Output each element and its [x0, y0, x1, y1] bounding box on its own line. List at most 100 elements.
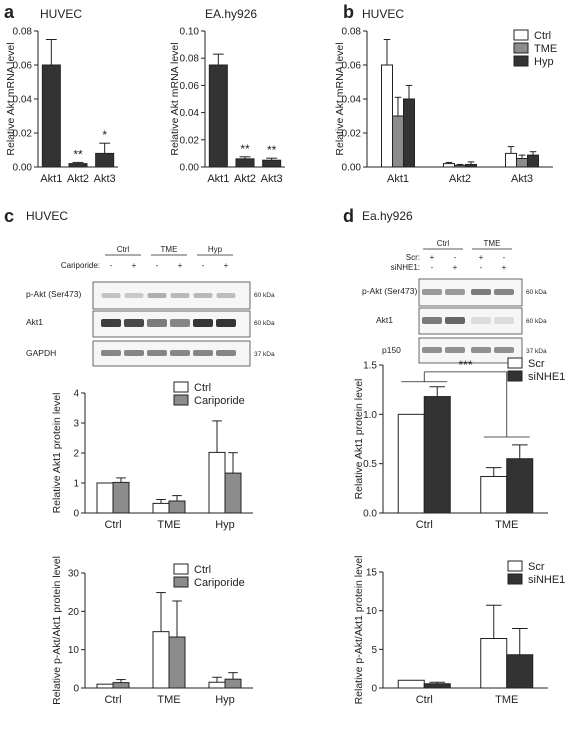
blot-d-group-label: TME	[484, 239, 501, 248]
bar	[480, 475, 508, 514]
blot-c-sign: -	[110, 261, 113, 270]
blot-c-sign: -	[202, 261, 205, 270]
blot-c-kda: 60 kDa	[254, 292, 275, 299]
y-tick-label: 1.5	[363, 361, 377, 372]
bar	[224, 678, 242, 689]
bar	[68, 163, 88, 168]
blot-c-band	[170, 319, 190, 327]
y-tick-label: 0.00	[342, 163, 362, 174]
legend-swatch	[173, 576, 189, 588]
bar	[168, 500, 186, 514]
blot-c-band	[193, 293, 213, 298]
y-tick-label: 2	[73, 449, 79, 460]
bar	[152, 631, 170, 689]
blot-c-strip-pakt	[92, 281, 251, 310]
panel-label-a: a	[4, 2, 15, 22]
bar	[381, 64, 393, 168]
legend-label: Scr	[528, 358, 545, 370]
legend-label: Hyp	[534, 56, 554, 68]
y-tick-label: 0.02	[342, 129, 362, 140]
bar	[235, 158, 255, 168]
bar	[95, 152, 115, 168]
bar	[480, 638, 508, 689]
bar	[112, 682, 130, 689]
blot-d-sign: -	[503, 253, 506, 262]
y-tick-label: 0.02	[180, 135, 200, 146]
bar	[397, 679, 425, 689]
bar	[506, 458, 534, 514]
blot-d-band	[471, 317, 491, 324]
blot-c-row-label: p-Akt (Ser473)	[26, 289, 81, 299]
blot-d-sign: +	[430, 253, 435, 262]
y-axis-label: Relative p-Akt/Akt1 protein level	[51, 556, 63, 705]
blot-d-band	[471, 347, 491, 353]
blot-c-kda: 37 kDa	[254, 351, 275, 358]
blot-d-row-label: Akt1	[376, 315, 393, 325]
panel-label-c: c	[4, 206, 14, 226]
blot-c-band	[124, 293, 144, 298]
category-label: TME	[157, 519, 180, 531]
blot-c-sign: +	[224, 261, 229, 270]
blot-c-band	[101, 319, 121, 327]
y-tick-label: 0.06	[342, 61, 362, 72]
bar	[527, 154, 539, 168]
blot-d-kda: 60 kDa	[526, 289, 547, 296]
blot-c-sign: +	[132, 261, 137, 270]
category-label: Ctrl	[104, 694, 121, 706]
y-tick-label: 1.0	[363, 410, 377, 421]
bar	[112, 481, 130, 514]
legend-swatch	[507, 370, 523, 382]
legend-label: Ctrl	[534, 30, 551, 42]
blot-d-group-label: Ctrl	[437, 239, 450, 248]
blot-c-group-label: Hyp	[208, 245, 223, 254]
y-tick-label: 0	[371, 684, 377, 695]
blot-d-sign: +	[479, 253, 484, 262]
blot-d-band	[445, 289, 465, 295]
y-tick-label: 0.0	[363, 509, 377, 520]
chart-title: HUVEC	[40, 7, 82, 21]
blot-d-kda: 60 kDa	[526, 318, 547, 325]
blot-d-band	[422, 347, 442, 353]
blot-d-band	[471, 289, 491, 295]
blot-c-treatment-label: Cariporide:	[61, 261, 100, 270]
blot-c-band	[193, 319, 213, 327]
blot-d-row-label: p150	[382, 345, 401, 355]
category-label: Ctrl	[416, 694, 433, 706]
category-label: Ctrl	[104, 519, 121, 531]
y-tick-label: 0.5	[363, 459, 377, 470]
chart-a2: 0.00 0.02 0.04 0.06 0.08 0.10 Relative Akt mRN…	[169, 7, 285, 185]
bar	[41, 64, 61, 168]
significance-mark: **	[267, 143, 277, 157]
legend-label: TME	[534, 43, 557, 55]
bar	[403, 98, 415, 168]
y-tick-label: 0.08	[180, 54, 200, 65]
blot-c-kda: 60 kDa	[254, 320, 275, 327]
category-label: Akt1	[387, 173, 409, 185]
blot-c-band	[147, 293, 167, 298]
bar	[96, 683, 114, 689]
y-tick-label: 0.04	[180, 108, 200, 119]
blot-d-band	[422, 317, 442, 324]
y-tick-label: 0.10	[180, 27, 200, 38]
bar	[423, 396, 451, 514]
y-axis-label: Relative p-Akt/Akt1 protein level	[353, 556, 365, 705]
legend-label: Cariporide	[194, 577, 245, 589]
blot-d-band	[422, 289, 442, 295]
legend-swatch	[513, 42, 529, 54]
legend-label: Scr	[528, 561, 545, 573]
blot-d-si-label: siNHE1:	[391, 263, 420, 272]
blot-c-group-label: TME	[161, 245, 178, 254]
blot-c-row-label: GAPDH	[26, 348, 56, 358]
legend-swatch	[513, 29, 529, 41]
y-tick-label: 3	[73, 419, 79, 430]
chart-c2: 0 10 20 30 Relative p-Akt/Akt1 protein level…	[51, 556, 253, 706]
bar	[208, 451, 226, 514]
y-tick-label: 0.00	[13, 163, 33, 174]
chart-d1: 0.0 0.5 1.0 1.5 Relative Akt1 protein level C…	[353, 357, 565, 531]
blot-d-sign: -	[431, 263, 434, 272]
y-tick-label: 10	[68, 645, 80, 656]
bar	[208, 681, 226, 689]
blot-d-scr-label: Scr:	[406, 253, 420, 262]
bar	[96, 482, 114, 514]
y-axis-label: Relative Akt mRNA level	[169, 42, 181, 155]
